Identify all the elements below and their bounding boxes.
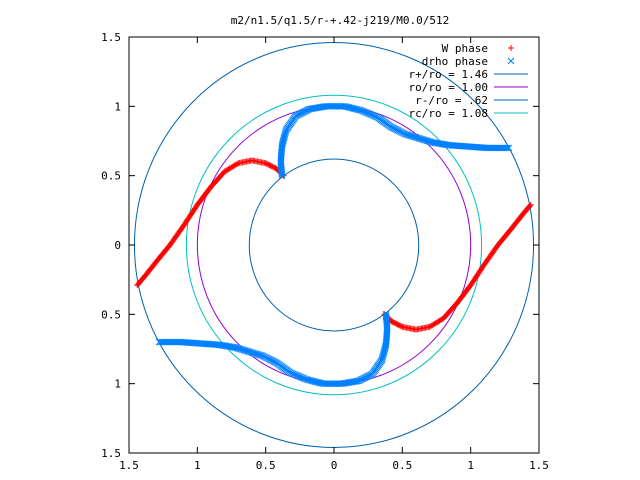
- x-tick-label: 1: [194, 459, 201, 472]
- y-tick-label: 0.5: [101, 170, 121, 183]
- x-tick-label: 0: [331, 459, 338, 472]
- chart-title: m2/n1.5/q1.5/r-+.42-j219/M0.0/512: [231, 14, 450, 27]
- x-tick-label: 0.5: [392, 459, 412, 472]
- legend-label: rc/ro = 1.08: [409, 107, 488, 120]
- reference-circle: [248, 158, 420, 332]
- legend-label: drho phase: [422, 55, 488, 68]
- legend-label: ro/ro = 1.00: [409, 81, 488, 94]
- x-tick-label: 0.5: [256, 459, 276, 472]
- drho-phase-point: [502, 144, 510, 152]
- drho-phase-point: [157, 338, 164, 346]
- drho-phase-point: [155, 338, 163, 346]
- drho-phase-point: [504, 144, 511, 152]
- x-tick-label: 1: [467, 459, 474, 472]
- y-tick-label: 1: [114, 378, 121, 391]
- legend-swatch: [508, 45, 514, 51]
- w-phase-point: [234, 160, 241, 167]
- x-tick-label: 1.5: [119, 459, 139, 472]
- drho-phase-point: [505, 144, 513, 152]
- x-tick-label: 1.5: [529, 459, 549, 472]
- legend-label: W phase: [442, 42, 488, 55]
- y-tick-label: 1: [114, 100, 121, 113]
- reference-circle: [196, 105, 472, 385]
- w-phase-point: [427, 323, 434, 330]
- reference-circle: [185, 94, 483, 396]
- y-tick-label: 0.5: [101, 308, 121, 321]
- drho-phase-point: [158, 338, 166, 346]
- phase-points: [134, 102, 534, 388]
- y-tick-label: 1.5: [101, 447, 121, 460]
- y-tick-label: 1.5: [101, 31, 121, 44]
- legend-label: r-/ro = .62: [415, 94, 488, 107]
- legend-swatch: [507, 57, 515, 65]
- y-tick-label: 0: [114, 239, 121, 252]
- legend-label: r+/ro = 1.46: [409, 68, 488, 81]
